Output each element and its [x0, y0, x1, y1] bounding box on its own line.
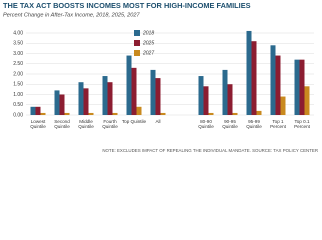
bar: [136, 106, 142, 115]
x-tick-label: Lowest Quintile: [30, 119, 46, 130]
x-tick-label: 90-95 Quintile: [222, 119, 238, 130]
bar: [246, 30, 252, 116]
bar: [30, 106, 36, 115]
chart-subtitle: Percent Change in After-Tax Income, 2018…: [3, 12, 141, 18]
legend-label: 2025: [142, 40, 154, 46]
bar: [64, 112, 70, 115]
bar: [54, 90, 60, 115]
bar: [227, 84, 233, 115]
bar: [150, 69, 156, 115]
x-tick-label: Fourth Quintile: [102, 119, 118, 130]
bar: [256, 110, 262, 115]
legend-label: 2027: [142, 50, 154, 56]
bar: [35, 106, 41, 115]
y-tick-label: 3.00: [13, 51, 23, 57]
y-tick-label: 3.50: [13, 41, 23, 47]
bar: [102, 76, 108, 115]
chart-note: NOTE: EXCLUDES IMPACT OF REPEALING THE I…: [102, 148, 318, 153]
bar: [78, 82, 84, 115]
bar: [198, 76, 204, 115]
bar: [251, 41, 257, 116]
bar: [222, 69, 228, 115]
x-tick-label: Second Quintile: [54, 119, 70, 130]
bar: [83, 88, 89, 115]
y-tick-label: 0.50: [13, 102, 23, 108]
bar: [131, 67, 137, 115]
x-tick-label: Top 0.1 Percent: [294, 119, 310, 130]
bar: [203, 86, 209, 115]
bar: [40, 112, 46, 115]
bar: [294, 59, 300, 115]
y-tick-label: 2.00: [13, 71, 23, 77]
bar: [59, 94, 65, 115]
y-tick-label: 2.50: [13, 61, 23, 67]
bar: [208, 112, 214, 115]
legend-label: 2018: [142, 30, 154, 36]
bar: [275, 55, 281, 115]
x-tick-label: All: [155, 119, 161, 124]
x-tick-label: Top Quintile: [121, 119, 147, 124]
x-tick-label: Top 1 Percent: [270, 119, 286, 130]
x-tick-label: 95-99 Quintile: [246, 119, 262, 130]
bar: [107, 82, 113, 115]
chart: THE TAX ACT BOOSTS INCOMES MOST FOR HIGH…: [3, 1, 318, 153]
chart-title: THE TAX ACT BOOSTS INCOMES MOST FOR HIGH…: [3, 1, 251, 10]
y-tick-label: 0.00: [13, 112, 23, 118]
bar: [232, 112, 238, 115]
y-tick-label: 1.00: [13, 92, 23, 98]
x-tick-label: Middle Quintile: [78, 119, 94, 130]
legend-swatch: [134, 30, 140, 36]
y-tick-label: 4.00: [13, 30, 23, 36]
bar: [88, 112, 94, 115]
bar: [112, 112, 118, 115]
chart-container: THE TAX ACT BOOSTS INCOMES MOST FOR HIGH…: [3, 1, 318, 153]
bar: [280, 96, 286, 115]
bar: [155, 78, 161, 115]
legend-swatch: [134, 50, 140, 56]
bar: [270, 45, 276, 115]
bar: [160, 112, 166, 115]
bar: [299, 59, 305, 115]
legend-swatch: [134, 40, 140, 46]
bar: [304, 86, 310, 115]
bar: [126, 55, 132, 115]
y-tick-label: 1.50: [13, 82, 23, 88]
x-tick-label: 80-90 Quintile: [198, 119, 214, 130]
